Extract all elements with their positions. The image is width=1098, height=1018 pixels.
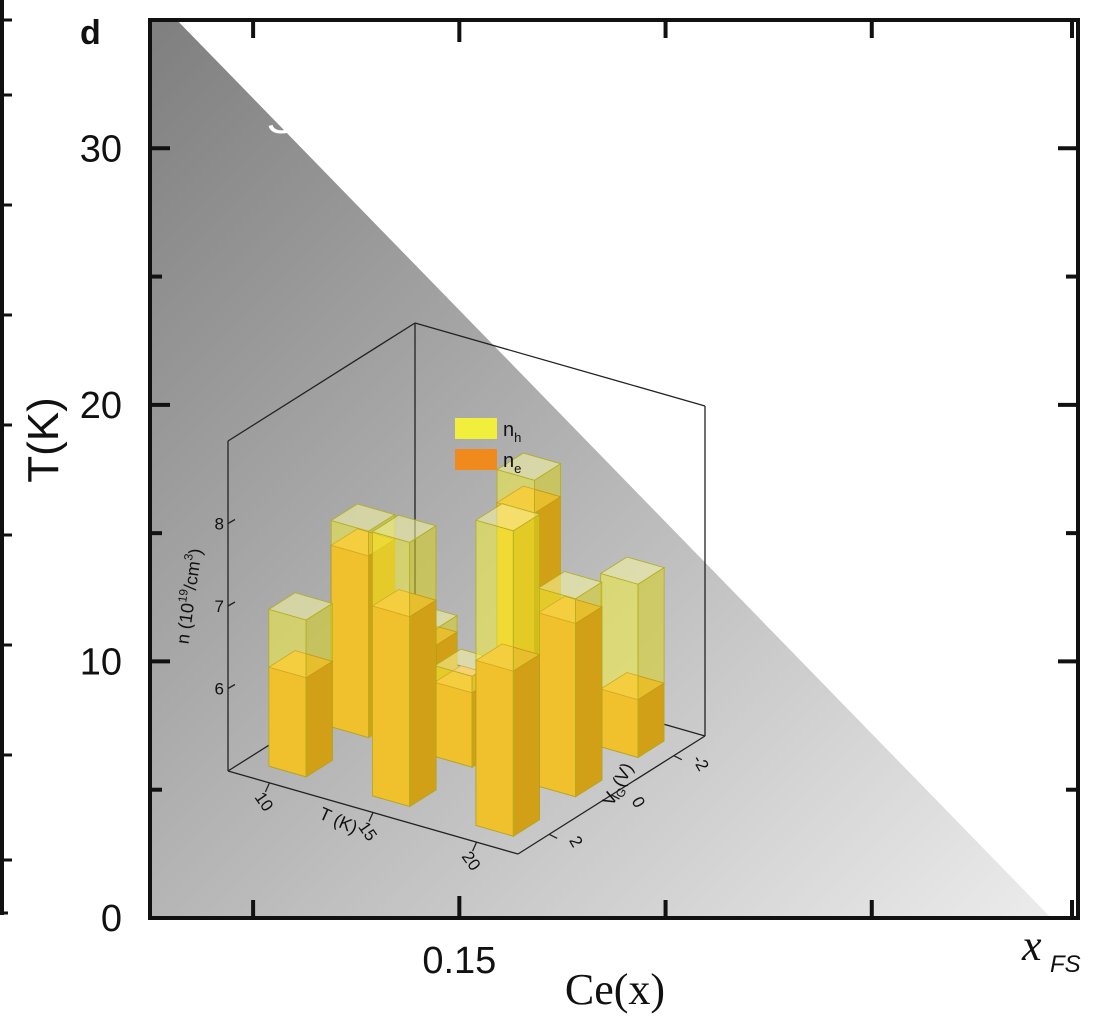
bar-T15-V2	[371, 514, 437, 808]
t-tick	[264, 782, 271, 793]
z-title-close: )	[185, 547, 206, 556]
z-tick-label: 8	[215, 515, 224, 534]
bar-nh-side-face	[409, 525, 437, 808]
svg-text:nh: nh	[503, 419, 521, 445]
x-axis-title: Ce(x)	[565, 965, 665, 1014]
bar-nh-side-face	[637, 566, 665, 759]
z-title-sup: 19	[175, 588, 191, 603]
legend-nh-sub: h	[514, 430, 521, 445]
y-tick-label: 30	[80, 128, 122, 170]
bar-T10-V2	[267, 592, 334, 778]
legend-nh-main: n	[503, 419, 514, 441]
bar-T20-V2	[475, 503, 541, 837]
bar-nh-front-face	[268, 608, 307, 778]
legend-swatch-ne	[455, 449, 497, 470]
y-tick-label: 0	[101, 898, 122, 940]
x-fs-label-sub: FS	[1050, 951, 1081, 978]
y-axis-title: T(K)	[19, 397, 68, 483]
bar-nh-front-face	[434, 665, 473, 768]
top-back-edge	[414, 322, 706, 407]
bar-nh-top-face	[371, 514, 437, 543]
bar-nh-front-face	[600, 572, 639, 758]
bar-nh-top-face	[599, 556, 666, 585]
sdw-region	[150, 20, 1052, 918]
y-axis-ticks: 0 10 20 30	[80, 128, 1078, 940]
bar-T20-V-2	[599, 556, 666, 759]
svg-text:ne: ne	[503, 450, 521, 476]
bar-nh-top-face	[537, 571, 603, 600]
bar-nh-front-face	[371, 531, 411, 807]
bar-nh-front-face	[475, 519, 514, 837]
bar-nh-side-face	[512, 513, 540, 837]
top-left-edge	[227, 322, 416, 442]
bar-nh-top-face	[475, 503, 541, 532]
v-tick	[673, 755, 683, 761]
panel-label: d	[80, 14, 101, 52]
inset-bars	[267, 452, 666, 837]
bar-nh-side-face	[575, 581, 603, 798]
bar-nh-top-face	[496, 452, 562, 481]
bar-nh-front-face	[330, 519, 369, 739]
z-tick	[227, 518, 236, 525]
x-fs-label-main: x	[1021, 921, 1042, 970]
bar-nh-top-face	[330, 503, 396, 532]
legend-ne-sub: e	[514, 461, 521, 476]
z-tick	[227, 601, 236, 607]
bar-T20-V0	[537, 571, 603, 798]
x-axis-ticks: 0.15	[251, 20, 1074, 982]
t-tick	[471, 841, 478, 852]
z-tick-label: 7	[215, 597, 224, 616]
v-tick	[548, 833, 558, 839]
left-panel-edge	[0, 0, 12, 915]
t-tick	[368, 812, 374, 822]
z-tick	[227, 683, 236, 690]
legend-ne-main: n	[503, 450, 514, 472]
z-tick-label: 6	[215, 680, 224, 699]
x-fs-label: x FS	[1021, 921, 1081, 978]
y-tick-label: 10	[80, 641, 122, 683]
sdw-region-label: SDW	[267, 94, 370, 143]
z-title-unit: /cm	[180, 560, 204, 592]
y-tick-label: 20	[80, 385, 122, 427]
x-tick-label: 0.15	[422, 940, 496, 982]
legend-swatch-nh	[455, 418, 497, 439]
bar-nh-top-face	[267, 592, 334, 621]
plot-frame	[148, 18, 1080, 920]
v-tick	[611, 794, 620, 800]
z-title-unit-sup: 3	[181, 552, 196, 561]
bar-nh-side-face	[305, 602, 333, 778]
bar-nh-front-face	[537, 587, 576, 798]
inset-legend: nh ne	[455, 418, 521, 476]
